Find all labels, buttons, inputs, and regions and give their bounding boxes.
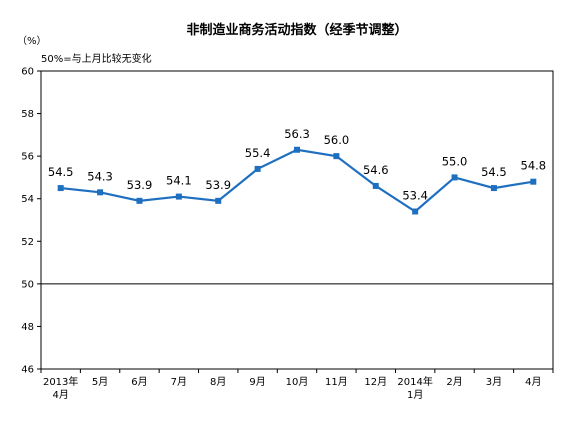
data-label: 56.3 (284, 127, 310, 141)
chart-title: 非制造业商务活动指数（经季节调整） (186, 22, 407, 38)
data-points (57, 146, 537, 215)
x-tick-label: 3月 (486, 376, 502, 388)
data-point (254, 165, 261, 172)
data-label: 53.4 (402, 188, 428, 202)
data-point (136, 197, 143, 204)
y-tick-label: 58 (21, 109, 34, 120)
y-tick-label: 56 (21, 152, 34, 163)
y-axis-ticks: 60 58 56 54 52 50 48 46 (21, 67, 41, 376)
x-tick-label: 2013年 (43, 375, 78, 388)
x-tick-label: 2014年 (397, 375, 432, 388)
data-label: 54.8 (521, 159, 547, 173)
data-label: 54.6 (363, 163, 389, 177)
y-tick-label: 48 (21, 322, 34, 333)
data-labels: 54.5 54.3 53.9 54.1 53.9 55.4 56.3 56.0 54.6 53.4… (48, 127, 546, 203)
data-label: 55.4 (245, 146, 271, 160)
y-tick-label: 54 (21, 194, 34, 205)
x-tick-label: 4月 (53, 389, 69, 401)
data-point (412, 208, 419, 215)
data-label: 53.9 (127, 178, 153, 192)
data-point (97, 189, 104, 196)
data-label: 54.5 (481, 165, 507, 179)
data-label: 55.0 (442, 154, 468, 168)
x-tick-label: 9月 (249, 376, 265, 388)
y-tick-label: 52 (21, 237, 34, 248)
data-point (333, 153, 340, 160)
data-label: 54.3 (87, 169, 113, 183)
x-tick-label: 8月 (210, 376, 226, 388)
data-point (490, 185, 497, 192)
data-point (530, 178, 537, 185)
x-tick-label: 6月 (131, 376, 147, 388)
x-tick-label: 5月 (92, 376, 108, 388)
x-tick-label: 4月 (525, 376, 541, 388)
y-tick-label: 46 (21, 365, 34, 376)
y-tick-label: 50 (21, 279, 34, 290)
y-tick-label: 60 (21, 67, 34, 78)
data-point (57, 185, 64, 192)
data-label: 56.0 (324, 133, 350, 147)
data-point (451, 174, 458, 181)
chart-annotation: 50%=与上月比较无变化 (41, 52, 152, 65)
data-point (215, 197, 222, 204)
data-label: 54.5 (48, 165, 74, 179)
data-point (175, 193, 182, 200)
data-label: 53.9 (205, 178, 231, 192)
data-label: 54.1 (166, 174, 192, 188)
x-tick-label: 2月 (446, 376, 462, 388)
x-tick-label: 12月 (364, 376, 387, 388)
x-tick-label: 10月 (286, 376, 309, 388)
y-unit-label: （%） (17, 35, 47, 47)
x-tick-label: 11月 (325, 376, 348, 388)
data-point (372, 182, 379, 189)
data-point (294, 146, 300, 153)
x-tick-label: 1月 (407, 389, 423, 401)
x-tick-label: 7月 (171, 376, 187, 388)
plot-frame (40, 70, 554, 370)
